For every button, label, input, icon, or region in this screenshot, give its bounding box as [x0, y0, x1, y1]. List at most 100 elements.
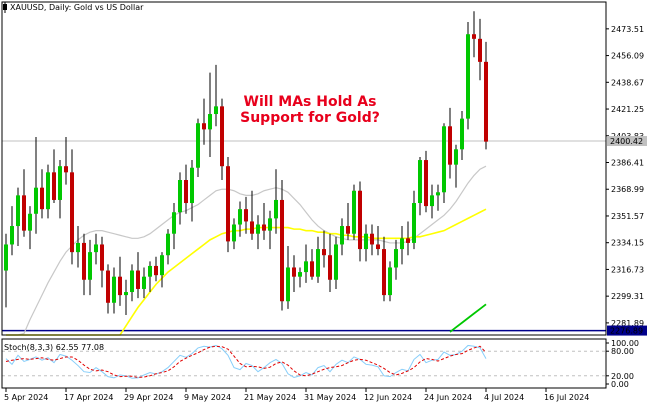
stochastic-panel — [2, 344, 606, 379]
stoch-tick-label: 80.00 — [611, 347, 634, 356]
candle-body — [250, 221, 254, 234]
candle-body — [466, 34, 470, 119]
candle-body — [4, 244, 8, 271]
y-tick-label: 2351.57 — [611, 212, 644, 221]
candle-body — [406, 238, 410, 243]
candle-body — [442, 126, 446, 193]
candle-body — [160, 255, 164, 276]
candle-body — [322, 249, 326, 256]
candle-body — [352, 190, 356, 234]
candle-body — [334, 244, 338, 280]
candle-body — [58, 166, 62, 200]
candle-body — [364, 233, 368, 250]
candle-body — [178, 180, 182, 213]
candle-body — [448, 126, 452, 165]
chart-type-icon — [3, 2, 7, 13]
x-tick-label: 29 Apr 2024 — [124, 393, 173, 402]
stochastic-label: Stoch(8,3,3) 62.55 77.08 — [4, 343, 104, 352]
candle-body — [208, 114, 212, 130]
candle-body — [412, 203, 416, 243]
candle-body — [376, 244, 380, 250]
candle-body — [190, 167, 194, 204]
x-tick-label: 21 May 2024 — [244, 393, 296, 402]
candle-body — [28, 213, 32, 231]
y-tick-label: 2281.89 — [611, 319, 644, 328]
x-tick-label: 9 May 2024 — [184, 393, 231, 402]
y-tick-label: 2334.15 — [611, 239, 644, 248]
candle-body — [124, 292, 128, 296]
candle-body — [484, 61, 488, 142]
candle-body — [388, 267, 392, 296]
y-tick-label: 2316.73 — [611, 265, 644, 274]
candle-body — [196, 123, 200, 168]
candle-body — [310, 261, 314, 277]
candle-body — [106, 270, 110, 303]
candle-body — [40, 187, 44, 210]
candle-body — [280, 199, 284, 302]
candle-body — [22, 195, 26, 231]
x-tick-label: 31 May 2024 — [304, 393, 356, 402]
current-price-label: 2400.42 — [610, 137, 643, 146]
candle-body — [202, 123, 206, 130]
stoch-tick-label: 20.00 — [611, 372, 634, 381]
candle-body — [70, 172, 74, 253]
candle-body — [130, 270, 134, 293]
candle-body — [292, 267, 296, 277]
y-tick-label: 2421.25 — [611, 105, 644, 114]
candle-body — [478, 38, 482, 62]
main-price-panel — [2, 11, 606, 336]
candle-body — [268, 218, 272, 231]
candle-body — [142, 276, 146, 289]
y-tick-label: 2386.41 — [611, 158, 644, 167]
y-tick-label: 2438.67 — [611, 78, 644, 87]
candle-body — [184, 180, 188, 204]
candle-body — [214, 106, 218, 115]
candle-body — [394, 249, 398, 268]
candle-body — [76, 242, 80, 253]
candle-body — [166, 233, 170, 256]
candle-body — [346, 226, 350, 234]
stoch-k-line — [5, 344, 487, 379]
candle-body — [400, 238, 404, 250]
candle-body — [298, 272, 302, 277]
candle-body — [34, 187, 38, 214]
y-tick-label: 2299.31 — [611, 292, 644, 301]
candle-body — [340, 226, 344, 245]
candle-body — [472, 34, 476, 39]
support-level-label: 2276.89 — [610, 327, 643, 336]
candle-body — [460, 118, 464, 150]
candle-body — [112, 276, 116, 303]
candle-body — [82, 242, 86, 280]
candle-body — [148, 265, 152, 277]
x-tick-label: 17 Apr 2024 — [64, 393, 113, 402]
candle-body — [226, 166, 230, 242]
candle-body — [274, 199, 278, 219]
candle-body — [220, 106, 224, 167]
candle-body — [370, 233, 374, 245]
x-tick-label: 5 Apr 2024 — [4, 393, 48, 402]
y-tick-label: 2368.99 — [611, 185, 644, 194]
x-tick-label: 24 Jun 2024 — [424, 393, 472, 402]
annotation-line-2: Support for Gold? — [240, 110, 380, 126]
candle-body — [172, 212, 176, 234]
candle-body — [64, 166, 68, 173]
stoch-tick-label: 100.00 — [611, 339, 639, 348]
stoch-d-line — [5, 345, 487, 378]
candle-body — [430, 195, 434, 207]
candle-body — [100, 244, 104, 271]
candle-body — [10, 226, 14, 245]
candle-body — [238, 209, 242, 225]
x-tick-label: 16 Jul 2024 — [544, 393, 589, 402]
main-panel-border — [1, 1, 607, 336]
candle-body — [118, 276, 122, 296]
candle-body — [232, 224, 236, 242]
candle-body — [262, 224, 266, 231]
candle-body — [136, 270, 140, 289]
annotation-line-1: Will MAs Hold As — [244, 94, 377, 110]
y-tick-label: 2473.51 — [611, 25, 644, 34]
y-tick-label: 2456.09 — [611, 52, 644, 61]
candle-body — [244, 209, 248, 222]
